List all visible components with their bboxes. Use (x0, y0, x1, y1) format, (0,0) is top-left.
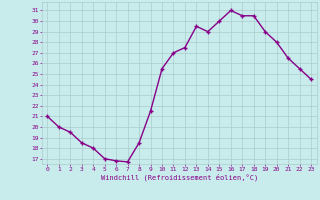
X-axis label: Windchill (Refroidissement éolien,°C): Windchill (Refroidissement éolien,°C) (100, 173, 258, 181)
